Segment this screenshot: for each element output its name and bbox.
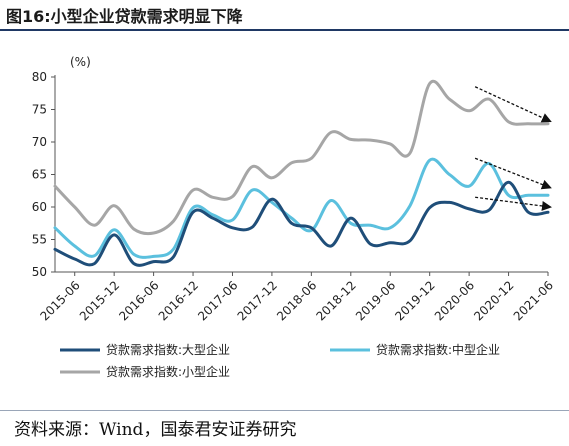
x-tick-label: 2016-12 (156, 278, 201, 323)
trend-arrow (474, 157, 552, 190)
series-small-enterprise-line (53, 79, 550, 236)
chart-axes: 50 55 60 65 70 75 80 2015-062015-122016-062016-… (32, 70, 556, 324)
y-tick-label: 65 (32, 168, 47, 182)
title-divider (0, 29, 569, 31)
series-medium-enterprise-line (53, 157, 550, 259)
series-lines (53, 79, 550, 267)
source-divider (0, 410, 569, 411)
source-note: 资料来源：Wind，国泰君安证券研究 (14, 420, 297, 440)
x-tick-label: 2015-06 (37, 278, 82, 323)
x-tick-label: 2020-06 (432, 278, 477, 323)
series-large-enterprise-line (53, 180, 550, 267)
trend-arrow (475, 196, 552, 211)
y-tick-label: 50 (32, 265, 47, 279)
x-tick-label: 2018-12 (314, 278, 359, 323)
figure-title: 图16:小型企业贷款需求明显下降 (6, 7, 243, 26)
trend-arrows (474, 86, 552, 211)
x-tick-label: 2019-12 (392, 278, 437, 323)
y-tick-label: 70 (32, 135, 47, 149)
y-tick-label: 80 (32, 70, 47, 84)
legend-label: 贷款需求指数:小型企业 (106, 364, 230, 379)
y-tick-label: 75 (32, 103, 47, 117)
x-tick-label: 2017-06 (195, 278, 240, 323)
x-tick-label: 2017-12 (235, 278, 280, 323)
x-tick-label: 2019-06 (353, 278, 398, 323)
y-tick-label: 60 (32, 200, 47, 214)
x-tick-label: 2020-12 (471, 278, 516, 323)
legend-label: 贷款需求指数:中型企业 (376, 342, 500, 357)
y-unit-label: (%) (70, 55, 91, 69)
y-tick-label: 55 (32, 233, 47, 247)
x-tick-label: 2016-06 (116, 278, 161, 323)
x-tick-label: 2018-06 (274, 278, 319, 323)
x-tick-label: 2021-06 (511, 278, 556, 323)
x-tick-label: 2015-12 (77, 278, 122, 323)
trend-arrow (474, 86, 552, 123)
legend-label: 贷款需求指数:大型企业 (106, 342, 230, 357)
